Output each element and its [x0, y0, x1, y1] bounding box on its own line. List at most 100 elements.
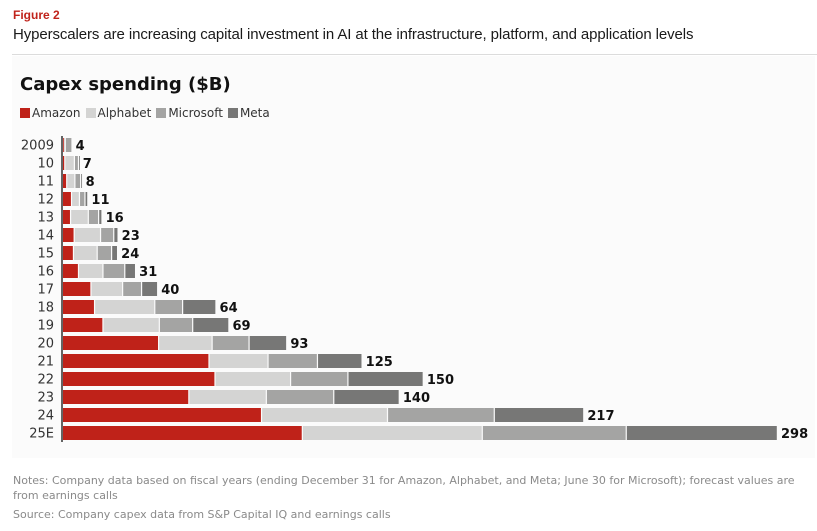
bar-segment-microsoft — [75, 156, 78, 170]
bar-segment-microsoft — [123, 282, 141, 296]
bar-segment-alphabet — [67, 174, 75, 188]
bar-segment-microsoft — [159, 318, 193, 332]
category-label: 16 — [37, 265, 54, 280]
category-label: 17 — [37, 283, 54, 298]
bar-segment-amazon — [63, 318, 103, 332]
chart-source: Source: Company capex data from S&P Capi… — [13, 508, 391, 521]
category-label: 23 — [37, 391, 54, 406]
bar-row-19: 19 69 — [37, 318, 251, 334]
legend-swatch-meta — [227, 108, 238, 118]
legend-item-meta: Meta — [227, 106, 270, 120]
bar-segment-alphabet — [65, 156, 74, 170]
bar-row-22: 22 150 — [37, 372, 454, 388]
bar-row-23: 23 140 — [37, 390, 430, 406]
category-label: 14 — [37, 229, 54, 244]
total-label: 93 — [290, 337, 308, 352]
category-label: 22 — [37, 373, 54, 388]
total-label: 8 — [86, 175, 95, 190]
bar-row-14: 14 23 — [37, 228, 140, 244]
chart-title: Capex spending ($B) — [20, 74, 231, 95]
bar-segment-alphabet — [302, 426, 482, 440]
legend-label-microsoft: Microsoft — [168, 106, 223, 120]
category-label: 20 — [37, 337, 54, 352]
category-label: 13 — [37, 211, 54, 226]
bar-segment-alphabet — [74, 246, 97, 260]
category-label: 21 — [37, 355, 54, 370]
total-label: 23 — [122, 229, 140, 244]
bar-segment-amazon — [63, 300, 94, 314]
total-label: 69 — [233, 319, 251, 334]
total-label: 64 — [220, 301, 238, 316]
bar-segment-alphabet — [72, 192, 79, 206]
bar-segment-meta — [626, 426, 777, 440]
bar-row-21: 21 125 — [37, 354, 393, 370]
bar-segment-microsoft — [101, 228, 114, 242]
legend-item-amazon: Amazon — [20, 106, 81, 120]
bar-segment-alphabet — [189, 390, 266, 404]
bar-segment-meta — [334, 390, 399, 404]
bar-row-13: 13 16 — [37, 210, 124, 226]
category-label: 25E — [29, 427, 54, 442]
total-label: 16 — [106, 211, 124, 226]
bar-row-16: 16 31 — [37, 264, 157, 280]
bar-segment-meta — [494, 408, 584, 422]
bar-segment-meta — [79, 156, 80, 170]
bar-segment-amazon — [63, 192, 71, 206]
total-label: 150 — [427, 373, 454, 388]
bar-segment-amazon — [63, 372, 215, 386]
category-label: 18 — [37, 301, 54, 316]
legend-item-microsoft: Microsoft — [156, 106, 223, 120]
bar-segment-amazon — [63, 156, 65, 170]
total-label: 4 — [76, 139, 85, 154]
total-label: 140 — [403, 391, 430, 406]
bar-segment-microsoft — [88, 210, 99, 224]
bar-segment-amazon — [63, 264, 78, 278]
title-divider — [12, 54, 817, 55]
total-label: 11 — [91, 193, 109, 208]
chart-notes: Notes: Company data based on fiscal year… — [13, 474, 795, 502]
bar-segment-microsoft — [268, 354, 317, 368]
legend-swatch-amazon — [20, 108, 30, 118]
bar-segment-microsoft — [291, 372, 348, 386]
category-label: 10 — [37, 157, 54, 172]
bar-segment-meta — [183, 300, 216, 314]
bar-segment-microsoft — [266, 390, 334, 404]
bar-segment-amazon — [63, 282, 91, 296]
bar-segment-alphabet — [103, 318, 159, 332]
bar-segment-microsoft — [80, 192, 85, 206]
total-label: 217 — [587, 409, 614, 424]
bar-segment-amazon — [63, 390, 189, 404]
bar-segment-meta — [85, 192, 88, 206]
bar-row-24: 24 217 — [37, 408, 615, 424]
legend-label-meta: Meta — [239, 106, 270, 120]
bar-segment-meta — [249, 336, 287, 350]
bar-segment-meta — [81, 174, 83, 188]
bar-segment-meta — [193, 318, 229, 332]
bar-segment-microsoft — [155, 300, 182, 314]
bar-segment-alphabet — [215, 372, 290, 386]
total-label: 125 — [366, 355, 393, 370]
legend-item-alphabet: Alphabet — [85, 106, 152, 120]
figure-title: Hyperscalers are increasing capital inve… — [13, 26, 694, 43]
bar-segment-microsoft — [482, 426, 626, 440]
bar-segment-meta — [142, 282, 158, 296]
bar-segment-meta — [125, 264, 135, 278]
bar-segment-microsoft — [388, 408, 494, 422]
bar-segment-amazon — [63, 174, 67, 188]
bar-segment-amazon — [63, 408, 261, 422]
total-label: 24 — [121, 247, 139, 262]
figure-label: Figure 2 — [13, 8, 60, 22]
legend-swatch-microsoft — [156, 108, 167, 118]
bar-row-12: 12 11 — [37, 192, 110, 208]
legend-swatch-alphabet — [85, 108, 96, 118]
bar-segment-amazon — [63, 336, 159, 350]
total-label: 7 — [83, 157, 92, 172]
bar-segment-microsoft — [97, 246, 111, 260]
bar-segment-alphabet — [63, 138, 65, 152]
bar-row-2009: 2009 4 — [21, 138, 85, 154]
bar-segment-microsoft — [103, 264, 125, 278]
bar-row-17: 17 40 — [37, 282, 179, 298]
bar-segment-amazon — [63, 228, 74, 242]
legend-label-alphabet: Alphabet — [97, 106, 152, 120]
